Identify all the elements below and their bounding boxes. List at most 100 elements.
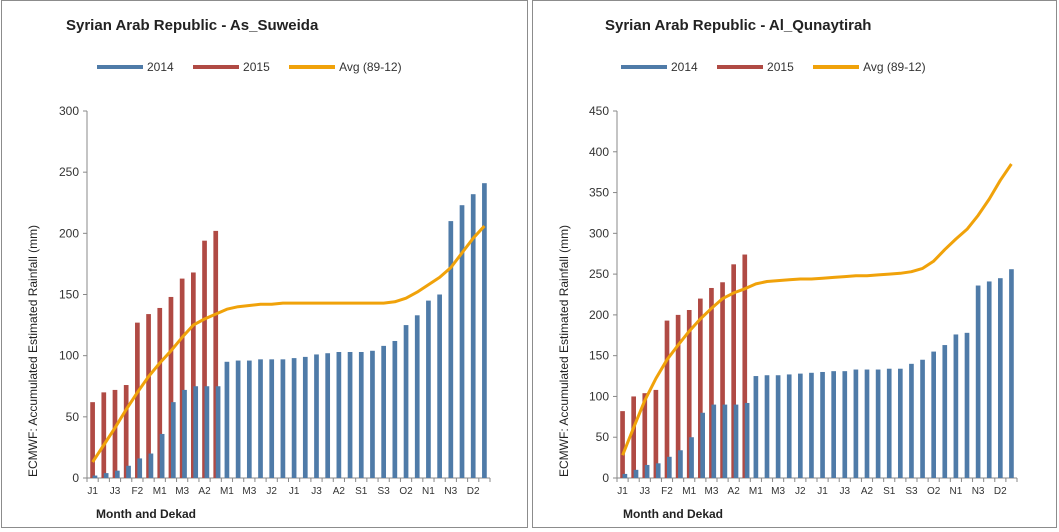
bar-2014 xyxy=(370,350,375,478)
bar-2014 xyxy=(689,437,694,478)
x-tick-label: J3 xyxy=(110,486,121,497)
x-tick-label: M1 xyxy=(749,486,763,497)
legend-label: Avg (89-12) xyxy=(863,59,926,74)
bar-2014 xyxy=(215,386,221,478)
y-tick-label: 400 xyxy=(589,145,609,159)
x-tick-label: O2 xyxy=(399,486,413,497)
bar-2015 xyxy=(112,389,118,478)
bar-2015 xyxy=(720,282,725,478)
bar-2015 xyxy=(157,307,163,478)
bar-2014 xyxy=(975,285,981,478)
legend-swatch-avg xyxy=(289,64,336,69)
y-tick-label: 250 xyxy=(59,165,79,179)
bar-2014 xyxy=(744,402,750,478)
x-tick-label: M3 xyxy=(175,486,189,497)
bar-2014 xyxy=(437,294,442,478)
bar-2015 xyxy=(698,298,703,478)
bar-2014 xyxy=(126,465,131,478)
bar-2014 xyxy=(886,368,892,478)
legend-label: 2015 xyxy=(243,59,270,74)
bar-2014 xyxy=(92,475,98,478)
y-tick-label: 250 xyxy=(589,267,609,281)
x-tick-label: F2 xyxy=(661,486,673,497)
x-tick-label: J3 xyxy=(311,486,322,497)
bar-2014 xyxy=(148,453,154,478)
legend-item-avg: Avg (89-12) xyxy=(289,59,402,74)
legend-swatch-2015 xyxy=(193,64,240,69)
chart-panel-qunaytirah: Syrian Arab Republic - Al_Qunaytirah 201… xyxy=(532,0,1057,528)
chart-plot-qunaytirah: 0 50 100 150 200 250 300 350 400 450 J1 J3 F2 M1 M3 A2 M… xyxy=(589,104,1018,497)
bar-2014 xyxy=(942,345,948,478)
bar-2014 xyxy=(764,375,770,478)
chart-title: Syrian Arab Republic - As_Suweida xyxy=(66,17,319,34)
x-tick-label: M1 xyxy=(220,486,234,497)
y-tick-label: 100 xyxy=(59,349,79,363)
y-tick-label: 0 xyxy=(602,471,609,485)
y-tick-label: 450 xyxy=(589,104,609,118)
bar-2014 xyxy=(170,402,176,478)
bar-2015 xyxy=(675,314,681,478)
x-tick-label: N1 xyxy=(949,486,962,497)
bar-2014 xyxy=(204,386,210,478)
chart-plot-suweida: 0 50 100 150 200 250 300 J1 J3 F2 M1 M3 A2 M1 M3 J2 J1 J3… xyxy=(59,104,491,497)
bar-2014 xyxy=(246,360,252,478)
y-tick-label: 50 xyxy=(66,410,80,424)
x-tick-label: F2 xyxy=(132,486,144,497)
x-tick-label: S1 xyxy=(355,486,368,497)
bar-2014 xyxy=(403,325,409,478)
bar-2014 xyxy=(775,375,781,478)
y-tick-label: 200 xyxy=(589,308,609,322)
bar-2014 xyxy=(853,369,859,478)
y-tick-label: 200 xyxy=(59,226,79,240)
bar-2015 xyxy=(123,385,129,478)
x-tick-label: A2 xyxy=(198,486,211,497)
legend-label: 2014 xyxy=(147,59,174,74)
chart-title: Syrian Arab Republic - Al_Qunaytirah xyxy=(605,17,872,34)
bar-2014 xyxy=(426,300,431,478)
bar-2015 xyxy=(731,264,736,478)
bar-2014 xyxy=(931,351,936,478)
bar-2015 xyxy=(631,396,636,478)
bar-2014 xyxy=(798,373,803,478)
x-tick-label: J1 xyxy=(87,486,98,497)
y-tick-label: 150 xyxy=(59,288,79,302)
x-tick-label: A2 xyxy=(728,486,741,497)
bar-2014 xyxy=(159,433,165,478)
bar-2014 xyxy=(314,354,319,478)
x-tick-label: J2 xyxy=(266,486,277,497)
legend-swatch-2014 xyxy=(621,64,667,69)
legend-item-2015: 2015 xyxy=(717,59,794,74)
bar-2014 xyxy=(459,205,465,479)
y-tick-label: 50 xyxy=(596,430,610,444)
bar-2014 xyxy=(809,372,814,478)
x-tick-label: J1 xyxy=(289,486,300,497)
bar-2014 xyxy=(1009,269,1014,478)
x-tick-label: S3 xyxy=(905,486,918,497)
bar-2014 xyxy=(358,351,364,478)
legend-swatch-avg xyxy=(813,64,860,69)
y-tick-label: 100 xyxy=(589,389,609,403)
bar-2014 xyxy=(633,469,639,478)
bar-2014 xyxy=(622,473,628,478)
bar-2014 xyxy=(258,359,263,478)
bar-2014 xyxy=(831,371,836,478)
y-tick-label: 300 xyxy=(589,226,609,240)
x-tick-label: O2 xyxy=(927,486,941,497)
bar-2015 xyxy=(620,411,625,478)
bar-2014 xyxy=(381,345,387,478)
bar-2015 xyxy=(179,278,185,478)
bar-2014 xyxy=(291,358,297,478)
x-tick-label: J2 xyxy=(795,486,806,497)
x-tick-label: S1 xyxy=(883,486,896,497)
bar-2015 xyxy=(168,296,174,478)
legend-item-2014: 2014 xyxy=(621,59,698,74)
bar-2014 xyxy=(470,194,476,479)
legend-item-2015: 2015 xyxy=(193,59,270,74)
bar-2014 xyxy=(964,332,970,478)
bar-2014 xyxy=(644,464,650,478)
bar-2015 xyxy=(101,392,107,478)
bar-2014 xyxy=(986,281,992,478)
x-tick-label: M1 xyxy=(682,486,696,497)
x-tick-label: N3 xyxy=(444,486,457,497)
chart-panel-suweida: Syrian Arab Republic - As_Suweida 2014 2… xyxy=(1,0,528,528)
